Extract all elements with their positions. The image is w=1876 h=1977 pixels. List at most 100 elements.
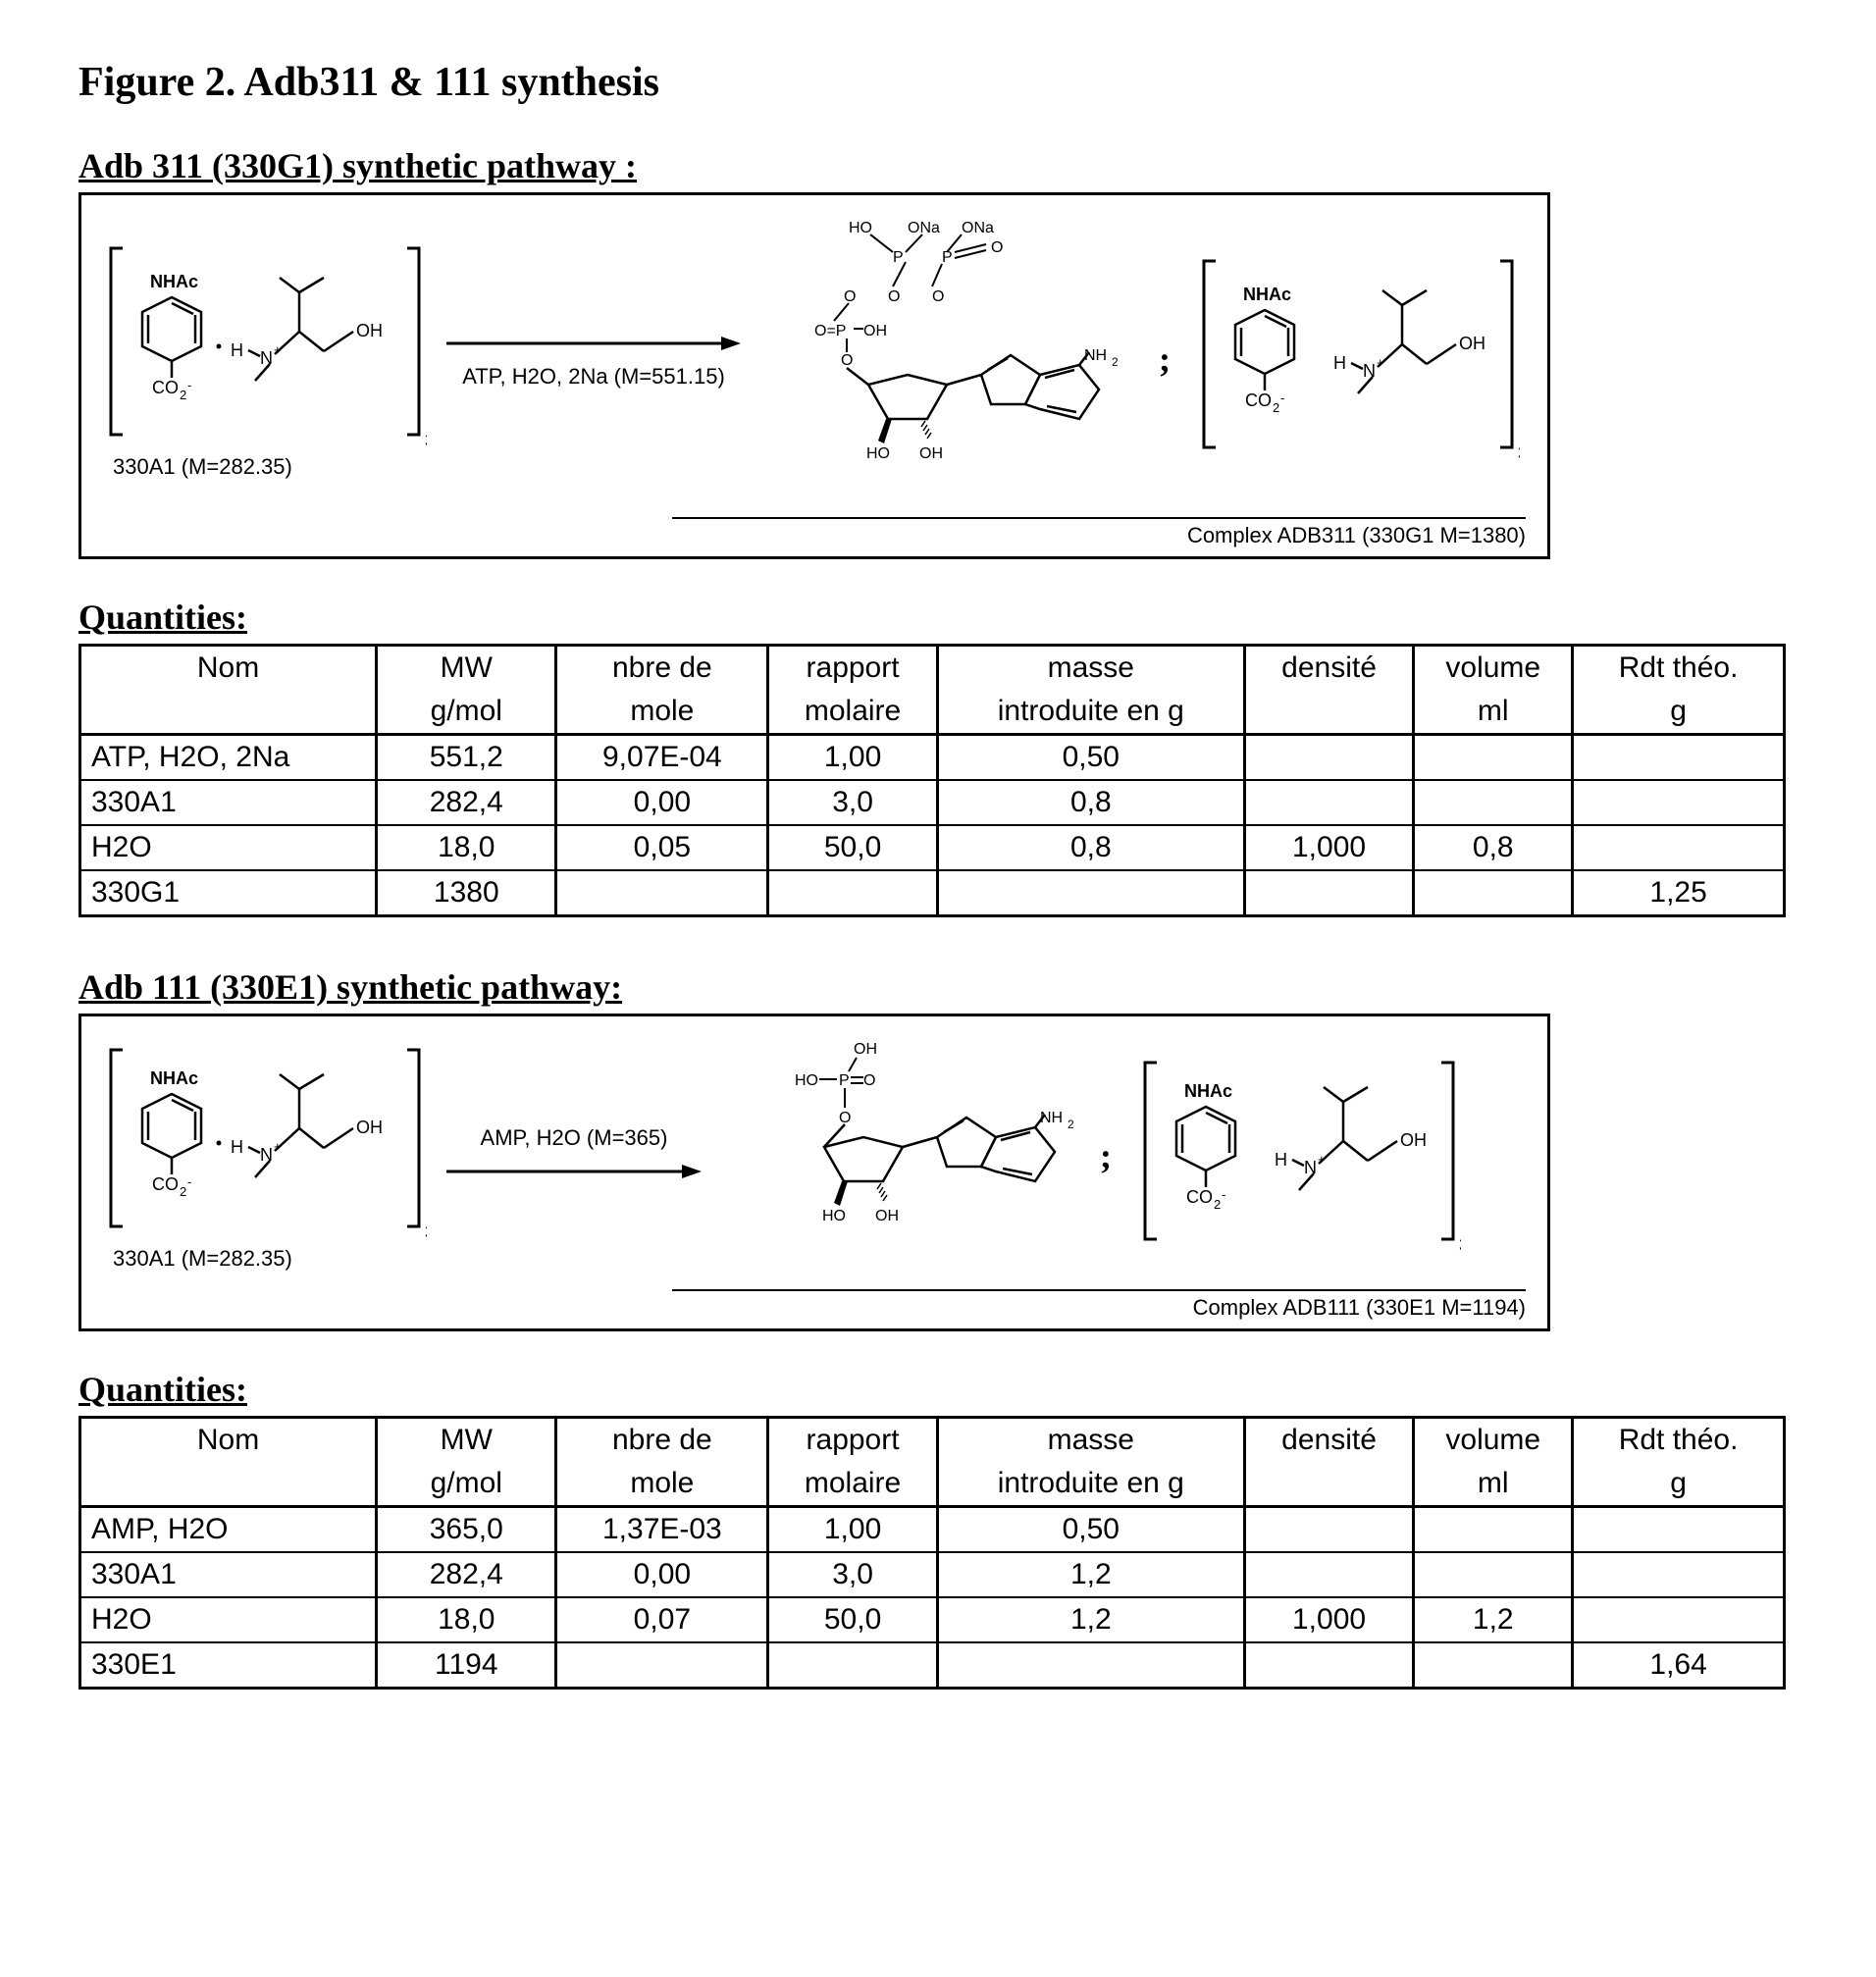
- table-cell: [1414, 870, 1573, 916]
- col-header: MW: [377, 646, 556, 691]
- table-cell: 330G1: [80, 870, 377, 916]
- svg-text:O=P: O=P: [814, 323, 846, 339]
- table-cell: 551,2: [377, 735, 556, 781]
- table-cell: 0,8: [1414, 825, 1573, 870]
- col-header: g/mol: [377, 1462, 556, 1507]
- svg-text:-: -: [187, 1174, 191, 1189]
- col-header: [1244, 690, 1414, 735]
- col-header: densité: [1244, 1418, 1414, 1463]
- table-cell: H2O: [80, 825, 377, 870]
- svg-text:HO: HO: [822, 1208, 846, 1224]
- svg-text:P: P: [839, 1072, 850, 1089]
- col-header: g/mol: [377, 690, 556, 735]
- quantities1-table: NomMWnbre derapportmassedensitévolumeRdt…: [78, 644, 1786, 917]
- svg-text:-: -: [1280, 390, 1284, 405]
- col-header: masse: [937, 646, 1244, 691]
- reactant2-label: 330A1 (M=282.35): [113, 1246, 292, 1272]
- table-row: 330G11380 1,25: [80, 870, 1785, 916]
- svg-text:2: 2: [1068, 1118, 1074, 1131]
- table-cell: [937, 870, 1244, 916]
- table-cell: [1573, 780, 1785, 825]
- col-header: rapport: [768, 646, 938, 691]
- table-row: ATP, H2O, 2Na551,29,07E-041,000,50: [80, 735, 1785, 781]
- svg-text:3: 3: [425, 431, 427, 450]
- table-cell: 9,07E-04: [556, 735, 768, 781]
- reactant2-structure: 3 NHAc CO2- H N+: [103, 1040, 427, 1246]
- col-header: mole: [556, 1462, 768, 1507]
- table-cell: 1,00: [768, 1507, 938, 1553]
- col-header: MW: [377, 1418, 556, 1463]
- svg-text:O: O: [839, 1110, 851, 1126]
- table-cell: [768, 870, 938, 916]
- reaction1-arrow: ATP, H2O, 2Na (M=551.15): [446, 329, 741, 390]
- table-cell: 0,00: [556, 1552, 768, 1597]
- table-cell: 330A1: [80, 780, 377, 825]
- quantities2-heading: Quantities:: [78, 1369, 1798, 1410]
- section2-heading: Adb 111 (330E1) synthetic pathway:: [78, 966, 1798, 1008]
- col-header: nbre de: [556, 646, 768, 691]
- svg-text:OH: OH: [1400, 1130, 1427, 1150]
- svg-text:OH: OH: [1459, 334, 1485, 353]
- table-cell: [556, 870, 768, 916]
- svg-text:HO: HO: [849, 220, 872, 236]
- col-header: rapport: [768, 1418, 938, 1463]
- table-cell: 0,50: [937, 735, 1244, 781]
- table-row: 330A1282,40,003,00,8: [80, 780, 1785, 825]
- reaction2-arrow: AMP, H2O (M=365): [446, 1125, 702, 1186]
- svg-text:CO: CO: [1245, 390, 1272, 410]
- svg-text:H: H: [1275, 1150, 1287, 1170]
- table-cell: [1414, 1552, 1573, 1597]
- complex2-label: Complex ADB111 (330E1 M=1194): [672, 1289, 1526, 1321]
- table-cell: 1,000: [1244, 825, 1414, 870]
- svg-text:2: 2: [1112, 355, 1119, 369]
- table-cell: [1573, 1507, 1785, 1553]
- col-header: densité: [1244, 646, 1414, 691]
- table-cell: 3,0: [768, 1552, 938, 1597]
- table-cell: [1573, 825, 1785, 870]
- product1-structure: 3 NHAc CO2- H N+ OH: [1196, 251, 1520, 467]
- svg-text:-: -: [1222, 1187, 1225, 1202]
- col-header: Nom: [80, 646, 377, 691]
- table-cell: 0,8: [937, 780, 1244, 825]
- table-cell: 50,0: [768, 1597, 938, 1642]
- table-cell: 1,25: [1573, 870, 1785, 916]
- table-cell: 330A1: [80, 1552, 377, 1597]
- table-cell: [1244, 1642, 1414, 1689]
- table-cell: 1,64: [1573, 1642, 1785, 1689]
- col-header: ml: [1414, 1462, 1573, 1507]
- col-header: volume: [1414, 646, 1573, 691]
- table-cell: [1244, 1552, 1414, 1597]
- svg-text:ONa: ONa: [962, 220, 994, 236]
- atp-structure: HOONaONa PPO OOO O=POH O: [760, 213, 1133, 505]
- arrow2-label: AMP, H2O (M=365): [481, 1125, 668, 1151]
- svg-text:CO: CO: [152, 1174, 179, 1194]
- col-header: g: [1573, 690, 1785, 735]
- svg-text:H: H: [231, 340, 243, 360]
- table-cell: [1573, 735, 1785, 781]
- table-cell: 1,00: [768, 735, 938, 781]
- table-cell: [1573, 1552, 1785, 1597]
- table-cell: 1380: [377, 870, 556, 916]
- col-header: mole: [556, 690, 768, 735]
- table-cell: [1244, 780, 1414, 825]
- col-header: introduite en g: [937, 1462, 1244, 1507]
- table-cell: 282,4: [377, 780, 556, 825]
- table-row: AMP, H2O365,01,37E-031,000,50: [80, 1507, 1785, 1553]
- svg-text:3: 3: [1459, 1235, 1461, 1255]
- col-header: nbre de: [556, 1418, 768, 1463]
- svg-text:2: 2: [1214, 1197, 1221, 1212]
- table-cell: [1414, 1507, 1573, 1553]
- table-cell: 0,00: [556, 780, 768, 825]
- col-header: molaire: [768, 1462, 938, 1507]
- svg-text:CO: CO: [1186, 1187, 1213, 1207]
- svg-text:H: H: [231, 1137, 243, 1157]
- svg-text:O: O: [841, 352, 853, 369]
- table-cell: 1,37E-03: [556, 1507, 768, 1553]
- table-cell: [1573, 1597, 1785, 1642]
- col-header: introduite en g: [937, 690, 1244, 735]
- table-cell: [1244, 1507, 1414, 1553]
- col-header: Rdt théo.: [1573, 1418, 1785, 1463]
- svg-text:N: N: [260, 1145, 273, 1165]
- col-header: masse: [937, 1418, 1244, 1463]
- svg-text:O: O: [932, 288, 944, 305]
